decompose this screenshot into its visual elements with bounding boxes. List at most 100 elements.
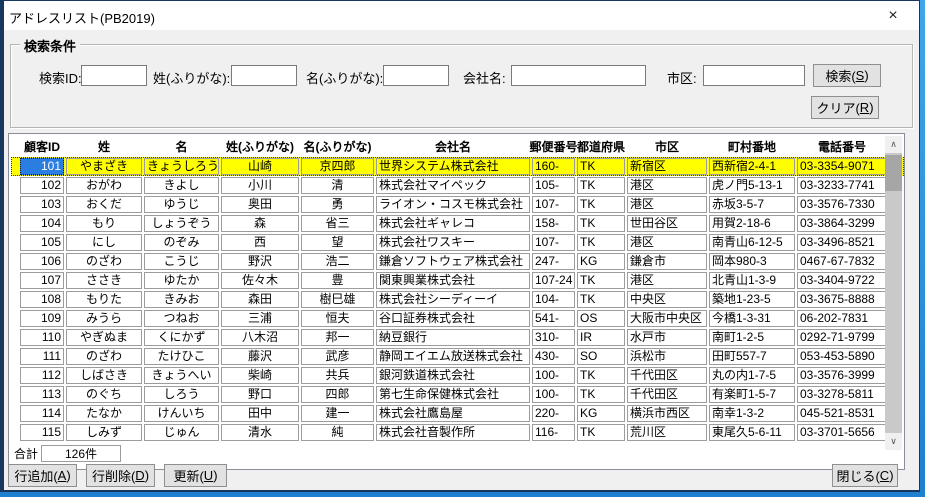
table-cell[interactable]: 西新宿2-4-1	[709, 158, 795, 175]
table-cell[interactable]: やまざき	[66, 158, 142, 175]
sei-kana-input[interactable]	[231, 65, 297, 86]
table-cell[interactable]: 中央区	[627, 291, 707, 308]
table-cell[interactable]: ライオン・コスモ株式会社	[376, 196, 530, 213]
table-cell[interactable]: 第七生命保健株式会社	[376, 386, 530, 403]
column-header[interactable]: 会社名	[434, 140, 471, 154]
table-cell[interactable]: 荒川区	[627, 424, 707, 441]
table-cell[interactable]: 158-	[532, 215, 575, 232]
table-cell[interactable]: 田中	[221, 405, 299, 422]
table-cell[interactable]: 四郎	[301, 386, 374, 403]
table-cell[interactable]: 浩二	[301, 253, 374, 270]
table-cell[interactable]: 千代田区	[627, 367, 707, 384]
table-cell[interactable]: SO	[577, 348, 625, 365]
table-cell[interactable]: 納豆銀行	[376, 329, 530, 346]
search-id-input[interactable]	[81, 65, 147, 86]
column-header[interactable]: 郵便番号	[529, 140, 578, 154]
table-cell[interactable]: 銀河鉄道株式会社	[376, 367, 530, 384]
table-cell[interactable]: TK	[577, 177, 625, 194]
table-cell[interactable]: 03-3576-3999	[797, 367, 887, 384]
table-cell[interactable]: ゆうじ	[144, 196, 219, 213]
table-cell[interactable]: 港区	[627, 196, 707, 213]
table-cell[interactable]: 045-521-8531	[797, 405, 887, 422]
table-cell[interactable]: 用賀2-18-6	[709, 215, 795, 232]
table-cell[interactable]: 株式会社シーディーイ	[376, 291, 530, 308]
update-button[interactable]: 更新(U)	[164, 464, 227, 487]
table-cell[interactable]: 107-24	[532, 272, 575, 289]
table-cell[interactable]: 森	[221, 215, 299, 232]
table-cell[interactable]: KG	[577, 253, 625, 270]
table-cell[interactable]: 樹巳雄	[301, 291, 374, 308]
table-cell[interactable]: 野口	[221, 386, 299, 403]
table-cell[interactable]: 東尾久5-6-11	[709, 424, 795, 441]
table-row[interactable]: 108 もりた きみお 森田 樹巳雄 株式会社シーディーイ 104- TK 中央区 築地1-23-…	[11, 290, 904, 309]
table-cell[interactable]: 0292-71-9799	[797, 329, 887, 346]
table-cell[interactable]: 築地1-23-5	[709, 291, 795, 308]
table-cell[interactable]: 105	[20, 234, 64, 251]
table-cell[interactable]: 0467-67-7832	[797, 253, 887, 270]
table-cell[interactable]: TK	[577, 291, 625, 308]
table-cell[interactable]: 株式会社マイペック	[376, 177, 530, 194]
table-cell[interactable]: 豊	[301, 272, 374, 289]
table-cell[interactable]: 八木沼	[221, 329, 299, 346]
table-cell[interactable]: こうじ	[144, 253, 219, 270]
table-cell[interactable]: IR	[577, 329, 625, 346]
table-row[interactable]: 114 たなか けんいち 田中 建一 株式会社鷹島屋 220- KG 横浜市西区 南幸1-3-2 0…	[11, 404, 904, 423]
table-cell[interactable]: 西	[221, 234, 299, 251]
table-cell[interactable]: 清水	[221, 424, 299, 441]
table-cell[interactable]: 大阪市中央区	[627, 310, 707, 327]
table-cell[interactable]: 247-	[532, 253, 575, 270]
table-cell[interactable]: ゆたか	[144, 272, 219, 289]
table-row[interactable]: 112 しばさき きょうへい 柴崎 共兵 銀河鉄道株式会社 100- TK 千代田区 丸の内1-7…	[11, 366, 904, 385]
table-cell[interactable]: 103	[20, 196, 64, 213]
table-cell[interactable]: 03-3278-5811	[797, 386, 887, 403]
table-row[interactable]: 110 やぎぬま くにかず 八木沼 邦一 納豆銀行 310- IR 水戸市 南町1-2-5 0292…	[11, 328, 904, 347]
table-cell[interactable]: 小川	[221, 177, 299, 194]
table-cell[interactable]: TK	[577, 215, 625, 232]
table-cell[interactable]: 南幸1-3-2	[709, 405, 795, 422]
table-cell[interactable]: 佐々木	[221, 272, 299, 289]
table-cell[interactable]: 有楽町1-5-7	[709, 386, 795, 403]
table-cell[interactable]: 静岡エイエム放送株式会社	[376, 348, 530, 365]
table-cell[interactable]: OS	[577, 310, 625, 327]
table-cell[interactable]: やぎぬま	[66, 329, 142, 346]
table-row[interactable]: 101 やまざき きょうしろう 山崎 京四郎 世界システム株式会社 160- TK 新宿区 西新宿…	[11, 157, 904, 176]
table-cell[interactable]: 107-	[532, 234, 575, 251]
table-cell[interactable]: 107	[20, 272, 64, 289]
table-cell[interactable]: 柴崎	[221, 367, 299, 384]
column-header[interactable]: 電話番号	[817, 140, 866, 154]
table-row[interactable]: 105 にし のぞみ西望株式会社ワスキー 107- TK 港区 南青山6-12-5 03-34…	[11, 233, 904, 252]
table-cell[interactable]: 勇	[301, 196, 374, 213]
table-row[interactable]: 106 のざわ こうじ 野沢 浩二 鎌倉ソフトウェア株式会社 247- KG 鎌倉市 岡本980-…	[11, 252, 904, 271]
table-cell[interactable]: 世田谷区	[627, 215, 707, 232]
table-row[interactable]: 102 おがわ きよし 小川清株式会社マイペック 105- TK 港区 虎ノ門5-13-1 03…	[11, 176, 904, 195]
table-cell[interactable]: 鎌倉市	[627, 253, 707, 270]
table-cell[interactable]: 104	[20, 215, 64, 232]
add-row-button[interactable]: 行追加(A)	[8, 464, 77, 487]
table-cell[interactable]: 102	[20, 177, 64, 194]
table-cell[interactable]: 107-	[532, 196, 575, 213]
table-cell[interactable]: TK	[577, 424, 625, 441]
table-cell[interactable]: 113	[20, 386, 64, 403]
table-row[interactable]: 109 みうら つねお 三浦 恒夫 谷口証券株式会社 541- OS 大阪市中央区 今橋1-3-3…	[11, 309, 904, 328]
table-cell[interactable]: たけひこ	[144, 348, 219, 365]
scroll-down-icon[interactable]: ∨	[885, 433, 902, 450]
mei-kana-input[interactable]	[383, 65, 449, 86]
table-cell[interactable]: 南青山6-12-5	[709, 234, 795, 251]
table-cell[interactable]: 清	[301, 177, 374, 194]
table-cell[interactable]: 港区	[627, 234, 707, 251]
table-cell[interactable]: のざわ	[66, 253, 142, 270]
delete-row-button[interactable]: 行削除(D)	[86, 464, 155, 487]
table-cell[interactable]: 港区	[627, 177, 707, 194]
table-cell[interactable]: TK	[577, 158, 625, 175]
table-cell[interactable]: TK	[577, 386, 625, 403]
table-cell[interactable]: ささき	[66, 272, 142, 289]
table-cell[interactable]: 114	[20, 405, 64, 422]
table-row[interactable]: 104 もり しょうぞう森省三 株式会社ギャレコ 158- TK 世田谷区 用賀2-18-6 0…	[11, 214, 904, 233]
table-cell[interactable]: 谷口証券株式会社	[376, 310, 530, 327]
table-cell[interactable]: 鎌倉ソフトウェア株式会社	[376, 253, 530, 270]
table-cell[interactable]: 株式会社ワスキー	[376, 234, 530, 251]
column-header[interactable]: 町村番地	[727, 140, 776, 154]
table-cell[interactable]: 望	[301, 234, 374, 251]
table-cell[interactable]: しみず	[66, 424, 142, 441]
table-cell[interactable]: TK	[577, 367, 625, 384]
